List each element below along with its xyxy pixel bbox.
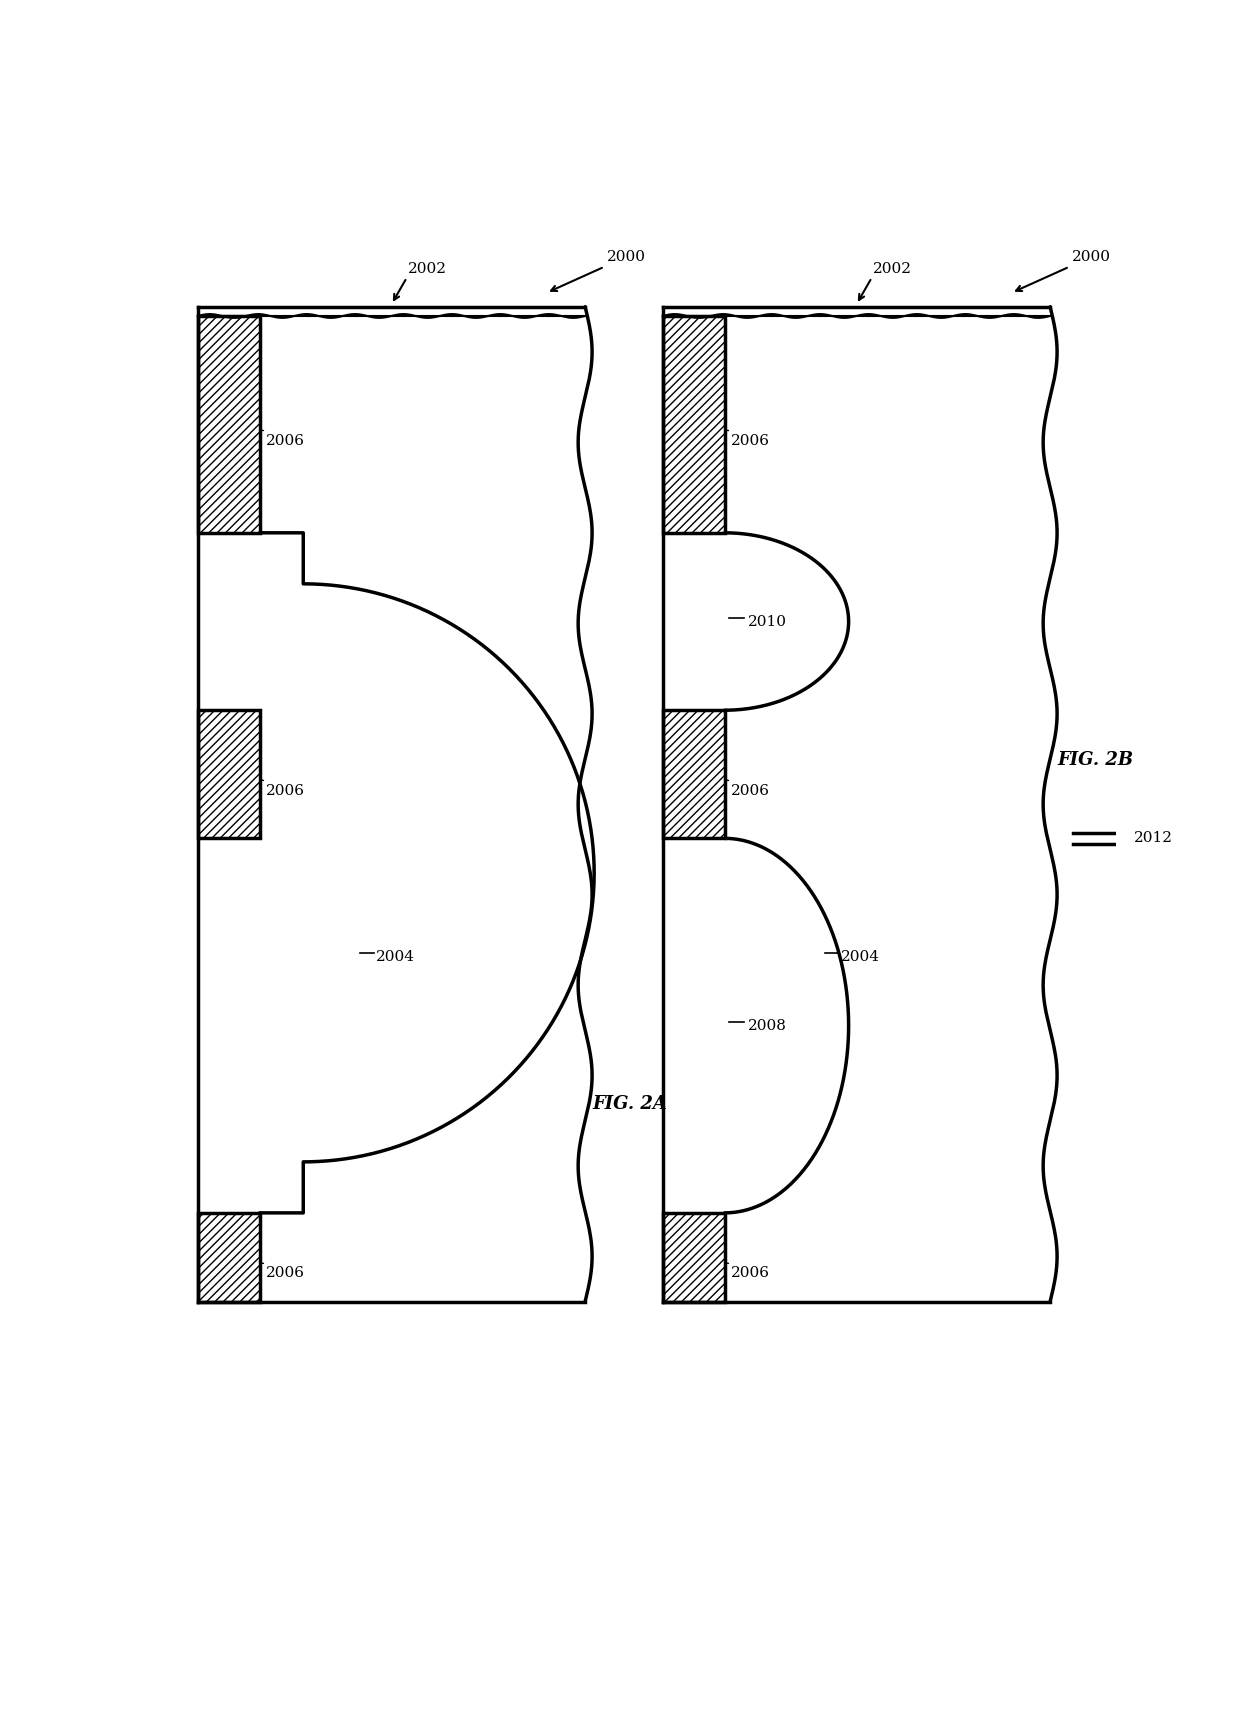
- Text: 2006: 2006: [265, 784, 305, 797]
- Text: 2012: 2012: [1133, 832, 1173, 846]
- Text: 2006: 2006: [265, 1266, 305, 1281]
- Bar: [197, 315, 259, 532]
- Bar: [662, 315, 724, 532]
- Text: 2004: 2004: [376, 949, 415, 964]
- Text: 2010: 2010: [748, 615, 787, 629]
- Bar: [197, 709, 259, 839]
- Bar: [197, 1212, 259, 1302]
- Text: 2000: 2000: [1071, 250, 1111, 265]
- Text: FIG. 2B: FIG. 2B: [1058, 751, 1135, 768]
- Text: FIG. 2A: FIG. 2A: [593, 1095, 668, 1114]
- Bar: [662, 1212, 724, 1302]
- Text: 2006: 2006: [265, 434, 305, 448]
- Text: 2006: 2006: [730, 784, 770, 797]
- Text: 2006: 2006: [730, 1266, 770, 1281]
- Text: 2002: 2002: [873, 262, 913, 276]
- Text: 2002: 2002: [408, 262, 448, 276]
- Text: 2004: 2004: [841, 949, 880, 964]
- Text: 2000: 2000: [606, 250, 646, 265]
- Text: 2006: 2006: [730, 434, 770, 448]
- Bar: [662, 709, 724, 839]
- Text: 2008: 2008: [748, 1019, 786, 1033]
